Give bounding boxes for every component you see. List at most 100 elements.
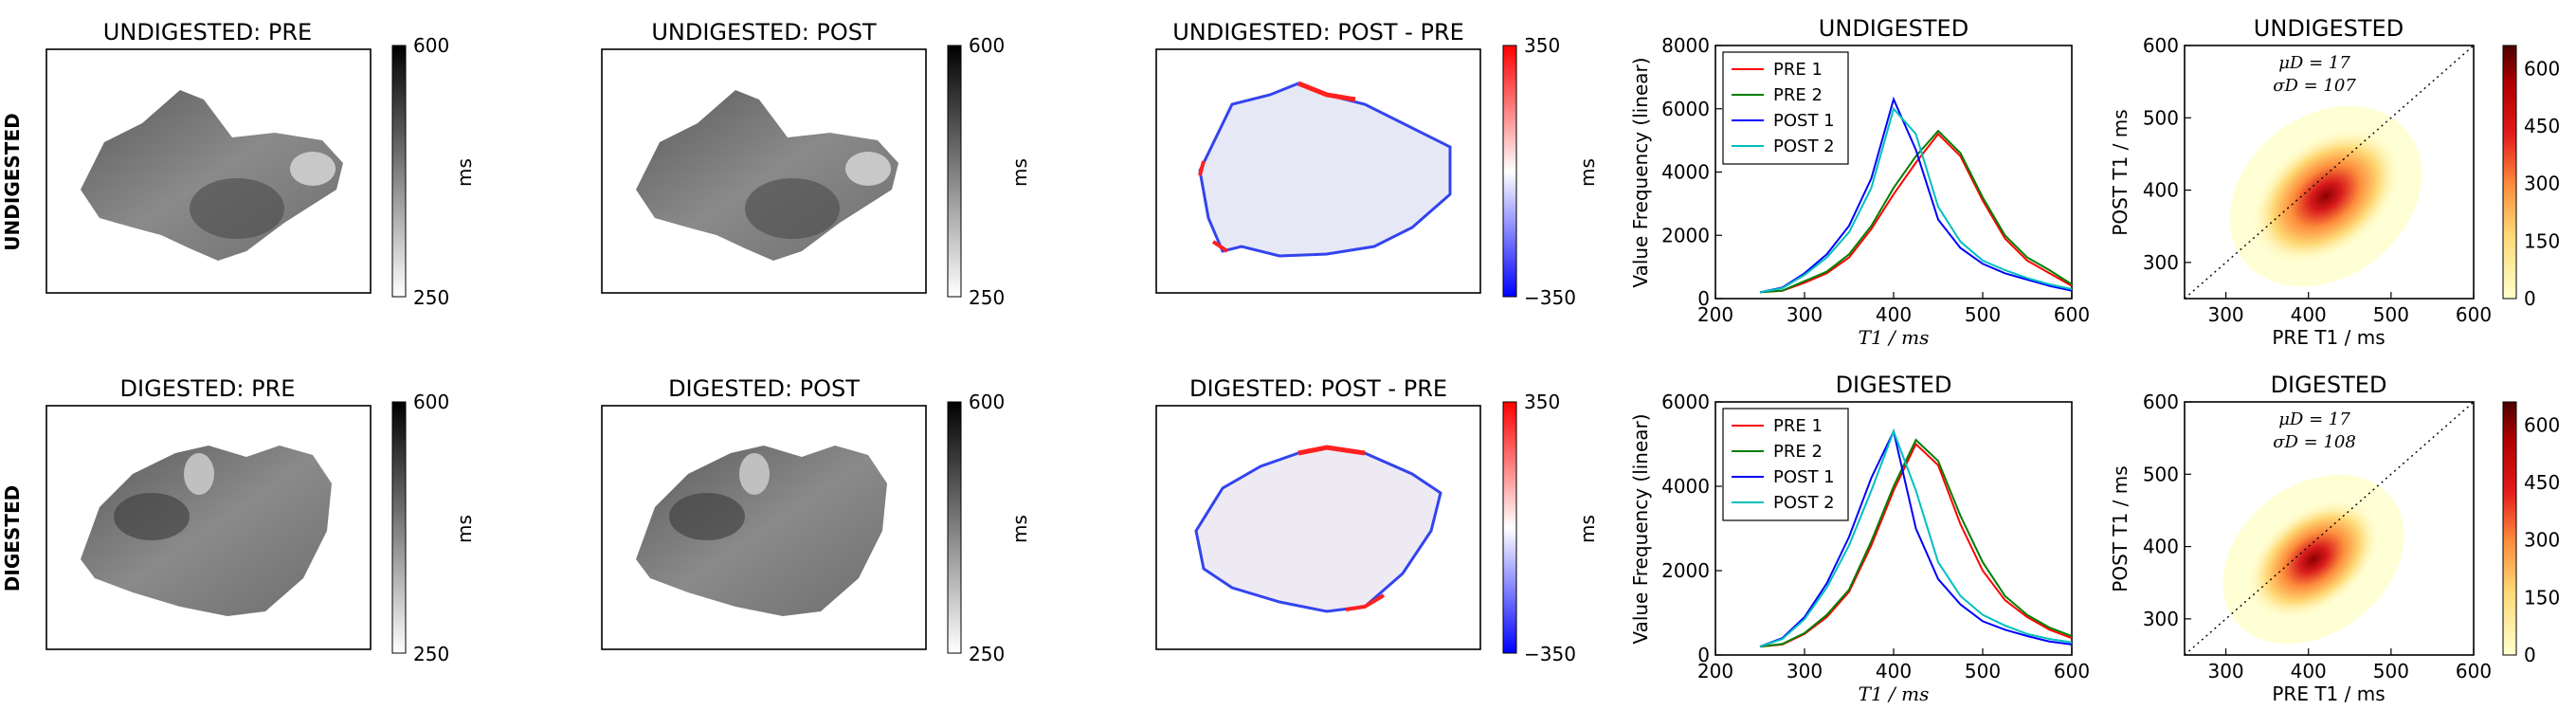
hist-legend: PRE 1 PRE 2 POST 1 POST 2 — [1722, 408, 1849, 521]
legend-label-post1: POST 1 — [1773, 111, 1835, 131]
hist-xlabel: T1 / ms — [1859, 682, 1930, 705]
density-plot-undigested: UNDIGESTED 300 400 500 600 300 400 500 600 μD =… — [2109, 15, 2560, 349]
x-tick-label: 400 — [2291, 660, 2327, 682]
image-frame — [1155, 48, 1481, 294]
colorbar-heat-ticks: 0 150 300 450 600 — [2524, 57, 2560, 310]
colorbar-max-label: 350 — [1524, 391, 1560, 413]
difference-image — [1194, 446, 1442, 613]
colorbar-tick-label: 300 — [2524, 529, 2560, 552]
image-frame — [45, 48, 372, 294]
image-frame — [1155, 405, 1481, 650]
panel-digested-diff: DIGESTED: POST - PRE 350 −350 ms — [1155, 375, 1599, 665]
legend-label-post1: POST 1 — [1773, 467, 1835, 487]
mu-annotation: μD = 17 — [2278, 53, 2350, 73]
colorbar-max-label: 600 — [969, 391, 1005, 413]
panel-undigested-pre: UNDIGESTED: PRE 600 250 ms — [45, 19, 476, 309]
image-frame — [45, 405, 372, 650]
y-tick-label: 0 — [1697, 644, 1710, 666]
panel-undigested-diff: UNDIGESTED: POST - PRE 350 −350 ms — [1155, 19, 1599, 309]
colorbar-min-label: 250 — [969, 643, 1005, 665]
legend-label-pre1: PRE 1 — [1773, 60, 1823, 80]
image-frame — [601, 48, 927, 294]
legend-label-pre2: PRE 2 — [1773, 85, 1823, 105]
y-tick-label: 4000 — [1661, 161, 1710, 184]
difference-image-positive-edge — [1345, 593, 1386, 611]
series-line-post-2 — [1759, 428, 2073, 648]
colorbar-heat — [2502, 401, 2517, 656]
x-tick-label: 400 — [2291, 303, 2327, 326]
y-tick-label: 600 — [2143, 34, 2179, 57]
scatter-xlabel: PRE T1 / ms — [2272, 682, 2385, 705]
colorbar-unit-label: ms — [1576, 515, 1599, 543]
colorbar-unit-label: ms — [453, 515, 476, 543]
colorbar-min-label: −350 — [1524, 286, 1576, 309]
image-frame — [601, 405, 927, 650]
mu-annotation: μD = 17 — [2278, 410, 2350, 429]
panel-title: UNDIGESTED: POST — [651, 19, 877, 46]
y-tick-label: 6000 — [1661, 98, 1710, 120]
colorbar-min-label: −350 — [1524, 643, 1576, 665]
panel-title: DIGESTED: POST - PRE — [1189, 375, 1447, 402]
panel-title: DIGESTED: POST — [668, 375, 860, 402]
colorbar-tick-label: 300 — [2524, 173, 2560, 195]
panel-undigested-post: UNDIGESTED: POST 600 250 ms — [601, 19, 1031, 309]
y-tick-label: 600 — [2143, 391, 2179, 413]
colorbar-gray — [947, 401, 962, 654]
x-tick-label: 300 — [2207, 303, 2243, 326]
tissue-image-dark-region — [114, 493, 190, 540]
colorbar-tick-label: 600 — [2524, 413, 2560, 436]
y-tick-label: 400 — [2143, 179, 2179, 202]
y-tick-label: 6000 — [1661, 391, 1710, 413]
scatter-ylabel: POST T1 / ms — [2109, 109, 2132, 235]
identity-line — [2184, 45, 2475, 300]
scatter-title: DIGESTED — [2271, 372, 2387, 398]
series-line-pre-2 — [1759, 438, 2073, 648]
colorbar-tick-label: 150 — [2524, 586, 2560, 609]
difference-image — [1198, 82, 1452, 258]
hist-xlabel: T1 / ms — [1859, 326, 1930, 349]
legend-label-pre2: PRE 2 — [1773, 442, 1823, 462]
colorbar-tick-label: 600 — [2524, 57, 2560, 80]
tissue-image-light-region — [184, 453, 214, 495]
density-blob — [2250, 127, 2402, 265]
row-label-digested: DIGESTED — [1, 485, 24, 592]
scatter-ticks: 300 400 500 600 300 400 500 600 — [2143, 391, 2492, 682]
panel-title: UNDIGESTED: PRE — [103, 19, 312, 46]
hist-series — [1759, 428, 2073, 648]
hist-title: DIGESTED — [1836, 372, 1952, 398]
colorbar-tick-label: 450 — [2524, 115, 2560, 137]
scatter-plot-area — [2184, 45, 2475, 300]
x-tick-label: 600 — [2456, 660, 2492, 682]
tissue-image-dark-region — [190, 178, 284, 239]
colorbar-unit-label: ms — [453, 158, 476, 187]
difference-image-positive-edge — [1297, 81, 1356, 102]
tissue-image-dark-region — [669, 493, 745, 540]
colorbar-gray — [391, 401, 407, 654]
x-tick-label: 500 — [2373, 660, 2409, 682]
y-tick-label: 400 — [2143, 536, 2179, 558]
legend-label-post2: POST 2 — [1773, 493, 1835, 513]
panel-title: DIGESTED: PRE — [120, 375, 296, 402]
colorbar-tick-label: 0 — [2524, 644, 2536, 666]
scatter-xlabel: PRE T1 / ms — [2272, 326, 2385, 349]
tissue-image-light-region — [739, 453, 770, 495]
difference-image-positive-edge — [1297, 445, 1366, 456]
x-tick-label: 500 — [2373, 303, 2409, 326]
tissue-image-light-region — [845, 152, 891, 186]
y-tick-label: 500 — [2143, 106, 2179, 129]
scatter-ticks: 300 400 500 600 300 400 500 600 — [2143, 34, 2492, 326]
colorbar-unit-label: ms — [1008, 515, 1031, 543]
colorbar-tick-label: 0 — [2524, 287, 2536, 310]
y-tick-label: 500 — [2143, 463, 2179, 485]
series-line-pre-1 — [1759, 442, 2073, 648]
sigma-annotation: σD = 108 — [2273, 432, 2356, 452]
scatter-plot-area — [2184, 401, 2475, 656]
x-tick-label: 300 — [2207, 660, 2243, 682]
colorbar-min-label: 250 — [413, 286, 449, 309]
scatter-ylabel: POST T1 / ms — [2109, 465, 2132, 592]
panel-digested-pre: DIGESTED: PRE 600 250 ms — [45, 375, 476, 665]
hist-legend: PRE 1 PRE 2 POST 1 POST 2 — [1722, 51, 1849, 165]
colorbar-tick-label: 450 — [2524, 471, 2560, 494]
